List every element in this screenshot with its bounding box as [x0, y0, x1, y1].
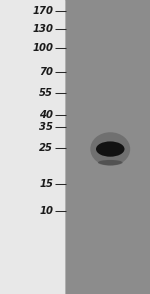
- Bar: [0, 0, 65, 294]
- Ellipse shape: [98, 160, 123, 165]
- Text: 40: 40: [39, 110, 53, 120]
- Text: 25: 25: [39, 143, 53, 153]
- Text: 130: 130: [32, 24, 53, 34]
- Ellipse shape: [90, 132, 130, 166]
- Text: 10: 10: [39, 206, 53, 216]
- Text: 55: 55: [39, 88, 53, 98]
- Text: 170: 170: [32, 6, 53, 16]
- Ellipse shape: [96, 141, 124, 157]
- Bar: [65, 0, 150, 294]
- Text: 70: 70: [39, 67, 53, 77]
- Text: 15: 15: [39, 179, 53, 189]
- Text: 35: 35: [39, 122, 53, 132]
- Text: 100: 100: [32, 43, 53, 53]
